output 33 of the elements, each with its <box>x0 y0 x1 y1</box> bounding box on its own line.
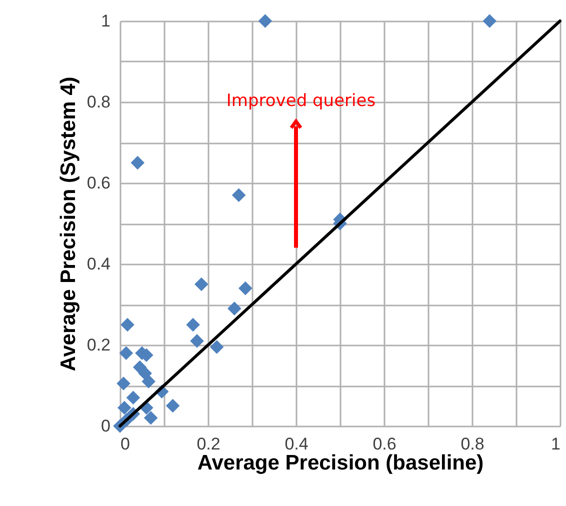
y-tick-label: 0 <box>101 416 110 436</box>
y-tick-label: 0.4 <box>86 254 110 274</box>
point <box>258 14 272 28</box>
x-tick-label: 0 <box>120 434 130 454</box>
x-axis-title: Average Precision (baseline) <box>197 452 484 474</box>
y-tick-label: 0.6 <box>86 174 110 192</box>
x-tick-label: 1 <box>551 434 560 454</box>
y-tick-label: 0.2 <box>86 336 110 354</box>
point <box>120 318 134 332</box>
point <box>126 390 140 405</box>
point <box>119 346 134 360</box>
point <box>130 156 144 170</box>
point <box>190 334 204 348</box>
x-tick-label: 0.6 <box>372 434 396 454</box>
point <box>482 14 496 28</box>
point <box>228 302 242 316</box>
point <box>232 188 246 202</box>
point <box>238 281 252 296</box>
point <box>210 340 224 354</box>
point <box>144 411 158 425</box>
x-tick-label: 0.4 <box>284 434 308 454</box>
point <box>194 277 208 292</box>
y-tick-label: 0.8 <box>86 92 110 112</box>
point <box>118 400 132 415</box>
annotation: Improved queries <box>226 91 376 112</box>
point <box>166 398 180 413</box>
x-tick-label: 0.8 <box>460 434 484 454</box>
point <box>186 318 200 332</box>
y-axis-title: Average Precision (System 4) <box>56 76 80 372</box>
point <box>142 374 156 388</box>
x-tick-label: 0.2 <box>196 434 220 454</box>
point <box>116 376 130 390</box>
y-tick-label: 1 <box>101 12 110 30</box>
